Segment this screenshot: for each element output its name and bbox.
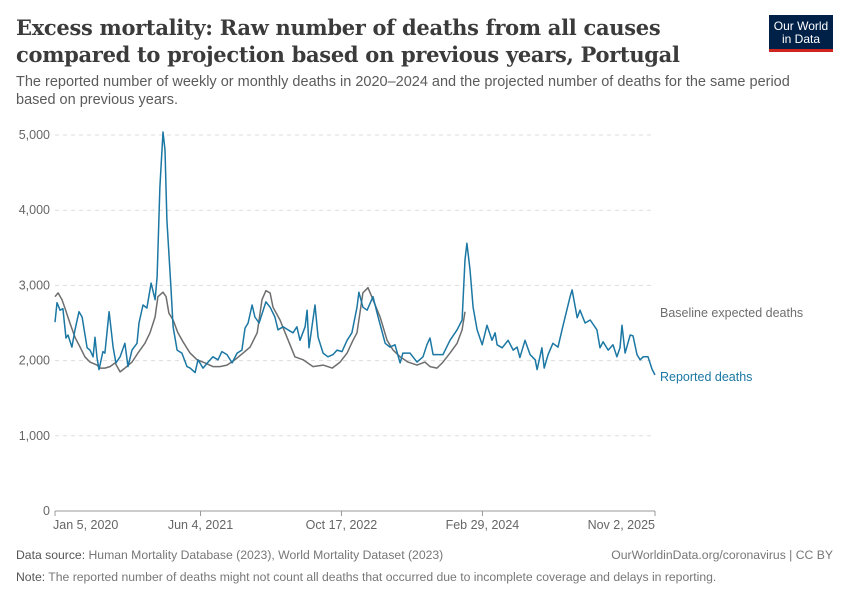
y-tick-label: 2,000: [19, 354, 50, 368]
chart-title: Excess mortality: Raw number of deaths f…: [16, 15, 680, 67]
owid-logo[interactable]: Our World in Data: [769, 15, 833, 52]
x-tick-label: Oct 17, 2022: [306, 518, 378, 532]
series-line-reported[interactable]: [54, 131, 656, 376]
series-label[interactable]: Baseline expected deaths: [660, 306, 803, 320]
logo-text: Our World in Data: [773, 19, 829, 46]
x-axis: Jan 5, 2020 Jun 4, 2021 Oct 17, 2022 Feb 29…: [53, 511, 656, 532]
data-source: Data source: Human Mortality Database (2…: [16, 548, 443, 562]
y-tick-label: 0: [43, 504, 50, 518]
note-label: Note:: [16, 570, 46, 584]
y-tick-label: 4,000: [19, 203, 50, 217]
credit-link[interactable]: OurWorldinData.org/coronavirus | CC BY: [611, 548, 833, 562]
y-tick-label: 3,000: [19, 278, 50, 292]
series-label[interactable]: Reported deaths: [660, 370, 752, 384]
x-tick-label: Nov 2, 2025: [588, 518, 655, 532]
source-text: Human Mortality Database (2023), World M…: [85, 548, 444, 562]
grid: [55, 134, 655, 512]
note-text: The reported number of deaths might not …: [45, 570, 717, 584]
note: Note: The reported number of deaths migh…: [16, 570, 716, 584]
x-tick-label: Jan 5, 2020: [53, 518, 118, 532]
series-labels: Baseline expected deaths Reported deaths: [660, 306, 803, 384]
y-axis: 0 1,000 2,000 3,000 4,000 5,000: [19, 128, 50, 518]
y-tick-label: 1,000: [19, 429, 50, 443]
series-lines: [54, 131, 656, 376]
x-tick-label: Feb 29, 2024: [446, 518, 520, 532]
y-tick-label: 5,000: [19, 128, 50, 142]
chart-subtitle: The reported number of weekly or monthly…: [16, 74, 790, 108]
source-label: Data source:: [16, 548, 86, 562]
x-tick-label: Jun 4, 2021: [168, 518, 233, 532]
series-line-baseline[interactable]: [54, 286, 466, 373]
